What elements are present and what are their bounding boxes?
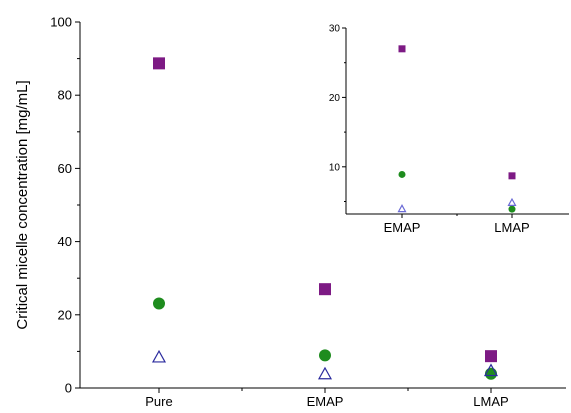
inset-x-tick-label: EMAP	[384, 220, 421, 235]
inset-y-tick-label: 30	[329, 24, 341, 35]
x-tick-label: EMAP	[307, 394, 344, 409]
y-tick-label: 20	[58, 307, 72, 322]
inset-data-point-circle	[508, 205, 516, 213]
y-tick-label: 80	[58, 88, 72, 103]
inset-data-point-square	[508, 172, 516, 180]
data-point-circle	[153, 297, 165, 310]
inset-data-point-triangle-open	[397, 204, 407, 213]
y-tick-label: 100	[50, 15, 72, 30]
data-point-triangle-open	[151, 349, 167, 363]
x-tick-label: LMAP	[473, 394, 508, 409]
data-point-square	[485, 350, 497, 363]
data-point-triangle-open	[317, 366, 333, 380]
data-point-circle	[319, 349, 331, 362]
y-tick-label: 60	[58, 161, 72, 176]
inset-data-point-square	[398, 45, 406, 53]
x-tick-label: Pure	[145, 394, 172, 409]
inset-data-point-triangle-open	[507, 197, 517, 206]
y-tick-label: 40	[58, 234, 72, 249]
data-point-triangle-open	[483, 363, 499, 377]
inset-y-tick-label: 20	[329, 93, 341, 104]
y-axis-title: Critical micelle concentration [mg/mL]	[14, 80, 31, 329]
inset-x-tick-label: LMAP	[494, 220, 529, 235]
inset-data-point-circle	[398, 170, 406, 178]
data-point-square	[319, 283, 331, 296]
inset-plot: 10 20 30 EMAP LMAP	[329, 24, 569, 235]
y-tick-label: 0	[65, 381, 72, 396]
data-point-square	[153, 57, 165, 70]
data-point-circle	[485, 367, 497, 380]
inset-y-tick-label: 10	[329, 162, 341, 173]
main-plot: 0 20 40 60 80 100 Pure EMAP LMAP	[50, 15, 566, 409]
